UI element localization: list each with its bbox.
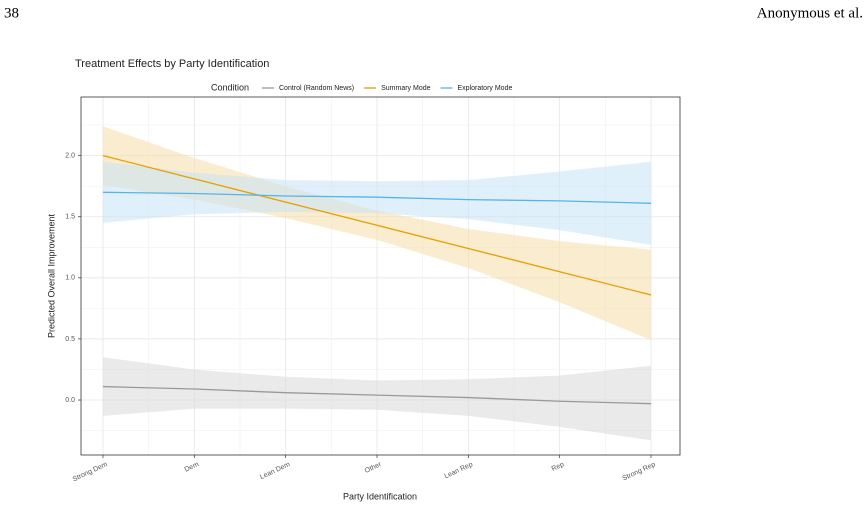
legend-title: Condition xyxy=(211,82,249,92)
x-axis-label: Party Identification xyxy=(343,491,417,501)
y-tick-label: 2.0 xyxy=(65,152,75,159)
legend-label: Exploratory Mode xyxy=(458,85,513,92)
series-line xyxy=(102,191,652,204)
legend-label: Summary Mode xyxy=(381,85,431,92)
plot-border xyxy=(80,96,681,456)
authors: Anonymous et al. xyxy=(757,5,863,21)
x-tick-label: Lean Dem xyxy=(259,461,291,481)
confidence-band xyxy=(103,161,651,245)
x-tick-label: Lean Rep xyxy=(443,461,474,480)
y-tick-label: 0.0 xyxy=(65,397,75,404)
x-tick-label: Rep xyxy=(551,461,566,473)
page-number: 38 xyxy=(4,5,19,21)
y-tick-label: 1.5 xyxy=(65,214,75,221)
x-tick-label: Strong Dem xyxy=(72,461,109,483)
legend-label: Control (Random News) xyxy=(279,85,354,92)
y-tick-label: 1.0 xyxy=(65,275,75,282)
legend: Condition Control (Random News) Summary M… xyxy=(211,82,512,92)
y-axis-label: Predicted Overall Improvement xyxy=(46,213,56,338)
series-line xyxy=(102,385,652,405)
chart-title: Treatment Effects by Party Identificatio… xyxy=(75,58,269,70)
x-tick-label: Dem xyxy=(184,461,201,474)
confidence-band xyxy=(103,357,651,441)
x-tick-label: Strong Rep xyxy=(622,461,657,482)
x-tick-label: Other xyxy=(364,461,383,475)
y-tick-label: 0.5 xyxy=(65,336,75,343)
series-line xyxy=(102,155,652,296)
